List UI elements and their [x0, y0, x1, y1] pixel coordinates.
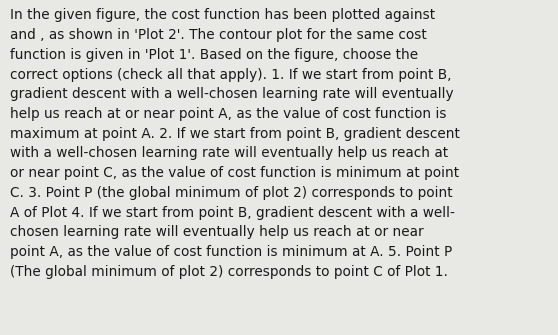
Text: In the given figure, the cost function has been plotted against
and , as shown i: In the given figure, the cost function h… — [10, 8, 460, 279]
